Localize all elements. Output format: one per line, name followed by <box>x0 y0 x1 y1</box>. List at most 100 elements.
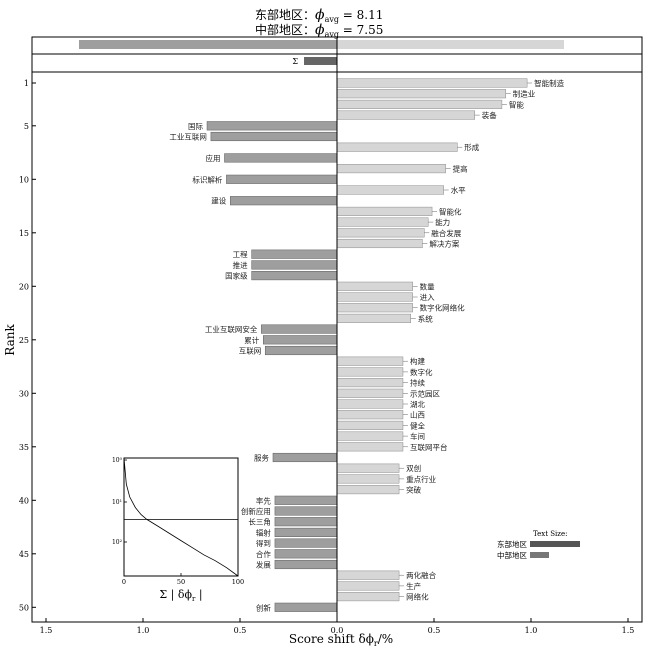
bar-rank-20 <box>336 281 413 291</box>
x-axis-label-unit: /% <box>378 632 393 646</box>
bar-label-rank-17: 工程 <box>233 250 248 259</box>
bar-label-rank-48: 生产 <box>406 581 421 591</box>
bar-label-rank-23: 系统 <box>418 313 433 323</box>
bar-rank-12 <box>230 196 338 206</box>
bar-label-rank-18: 推进 <box>233 260 248 270</box>
bar-rank-44 <box>274 538 338 548</box>
x-tick-label-5: 1.0 <box>525 626 538 635</box>
bar-label-rank-28: 数字化 <box>410 367 433 377</box>
bar-label-rank-46: 发展 <box>256 560 271 570</box>
bar-label-rank-4: 装备 <box>482 110 497 120</box>
bar-rank-38 <box>336 474 400 484</box>
bar-rank-37 <box>336 463 400 473</box>
bar-rank-33 <box>336 420 404 430</box>
rank-bars <box>206 78 528 612</box>
header-east-value: = 8.11 <box>339 8 383 22</box>
bar-label-rank-10: 标识解析 <box>192 174 222 184</box>
bar-label-rank-50: 创新 <box>256 602 271 612</box>
bar-rank-3 <box>336 99 503 109</box>
rank-bar-labels: 智能制造制造业智能装备国际工业互联网形成应用提高标识解析水平建设智能化能力融合发… <box>169 78 564 612</box>
bar-label-rank-6: 工业互联网 <box>169 132 207 142</box>
bar-label-rank-31: 湖北 <box>410 400 425 409</box>
inset-x-label-sub: r <box>192 595 196 603</box>
bar-label-rank-16: 解决方案 <box>429 239 459 249</box>
inset-x-tick-label-0: 0 <box>122 578 126 586</box>
bar-label-rank-9: 提高 <box>453 164 468 174</box>
bar-rank-27 <box>336 356 404 366</box>
bar-label-rank-38: 重点行业 <box>406 474 436 484</box>
bar-label-rank-29: 持续 <box>410 378 425 388</box>
y-tick-label-40: 40 <box>19 496 29 505</box>
x-axis-label-main: Score shift δϕ <box>289 632 374 646</box>
y-tick-label-15: 15 <box>19 229 29 238</box>
bar-label-rank-24: 工业互联网安全 <box>205 324 258 334</box>
bar-label-rank-19: 国家级 <box>225 271 248 281</box>
bar-label-rank-2: 制造业 <box>513 89 536 99</box>
bar-rank-5 <box>206 121 338 131</box>
bar-rank-18 <box>251 260 338 270</box>
inset-x-label-main: Σ | δϕ <box>159 588 192 602</box>
y-tick-label-5: 5 <box>24 122 29 131</box>
bar-rank-31 <box>336 399 404 409</box>
bar-label-rank-22: 数字化网络化 <box>420 303 465 313</box>
bar-label-rank-21: 进入 <box>420 293 435 302</box>
bar-label-rank-20: 数量 <box>420 281 435 291</box>
bar-label-rank-1: 智能制造 <box>534 78 564 88</box>
bar-rank-4 <box>336 110 475 120</box>
bar-label-rank-25: 累计 <box>244 335 259 345</box>
bar-rank-48 <box>336 581 400 591</box>
bar-rank-13 <box>336 206 433 216</box>
bar-label-rank-47: 两化融合 <box>406 570 436 580</box>
bar-rank-22 <box>336 303 413 313</box>
bar-label-rank-15: 融合发展 <box>431 228 461 238</box>
bar-rank-29 <box>336 378 404 388</box>
bar-label-rank-7: 形成 <box>464 142 479 152</box>
y-tick-label-1: 1 <box>24 79 29 88</box>
inset-x-label: Σ | δϕr | <box>159 588 202 603</box>
bar-label-rank-5: 国际 <box>188 122 203 131</box>
bar-label-rank-13: 智能化 <box>439 206 462 216</box>
bar-rank-2 <box>336 89 507 99</box>
sum-bar <box>304 57 337 65</box>
y-tick-label-30: 30 <box>19 389 29 398</box>
bar-rank-36 <box>272 452 338 463</box>
bar-label-rank-8: 应用 <box>205 153 220 163</box>
header-central-sub: avg <box>325 30 339 39</box>
bar-label-rank-43: 辐射 <box>256 527 271 537</box>
bar-label-rank-36: 服务 <box>254 453 269 463</box>
y-axis-label: Rank <box>3 324 17 356</box>
bar-label-rank-34: 车间 <box>410 431 425 441</box>
x-axis: 1.5 1.0 0.5 0.0 0.5 1.0 1.5 <box>40 618 635 635</box>
bar-rank-39 <box>336 485 400 495</box>
inset-curve <box>123 457 239 577</box>
bar-label-rank-30: 示范园区 <box>410 388 440 398</box>
header-east-phi: ϕ <box>315 7 325 23</box>
bar-rank-49 <box>336 592 400 602</box>
inset-x-tick-label-100: 100 <box>232 578 244 586</box>
bar-rank-26 <box>264 345 338 356</box>
x-tick-label-1: 1.0 <box>137 626 150 635</box>
y-tick-label-50: 50 <box>19 603 29 612</box>
bar-rank-8 <box>224 153 338 163</box>
x-tick-label-3: 0.0 <box>331 626 344 635</box>
bar-label-rank-41: 创新应用 <box>241 506 271 516</box>
y-tick-label-45: 45 <box>19 550 29 559</box>
chart-header: 东部地区：ϕavg = 8.11 中部地区：ϕavg = 7.55 <box>255 7 383 39</box>
header-east-label: 东部地区： <box>255 7 315 22</box>
bar-label-rank-39: 突破 <box>406 485 421 495</box>
bar-label-rank-32: 山西 <box>410 410 425 420</box>
bar-rank-6 <box>210 131 338 142</box>
bar-rank-50 <box>274 602 338 612</box>
inset-chart: 0 50 100 10⁰ 10¹ 10² Σ | δϕr | <box>112 457 244 603</box>
bar-rank-10 <box>226 174 338 184</box>
header-line-2: 中部地区：ϕavg = 7.55 <box>255 22 383 39</box>
bar-rank-17 <box>251 249 338 259</box>
total-bar-central <box>337 40 564 49</box>
bar-rank-1 <box>336 78 528 88</box>
x-tick-label-6: 1.5 <box>622 626 635 635</box>
bar-rank-30 <box>336 388 404 398</box>
bar-rank-11 <box>336 185 444 195</box>
bar-rank-45 <box>274 549 338 559</box>
